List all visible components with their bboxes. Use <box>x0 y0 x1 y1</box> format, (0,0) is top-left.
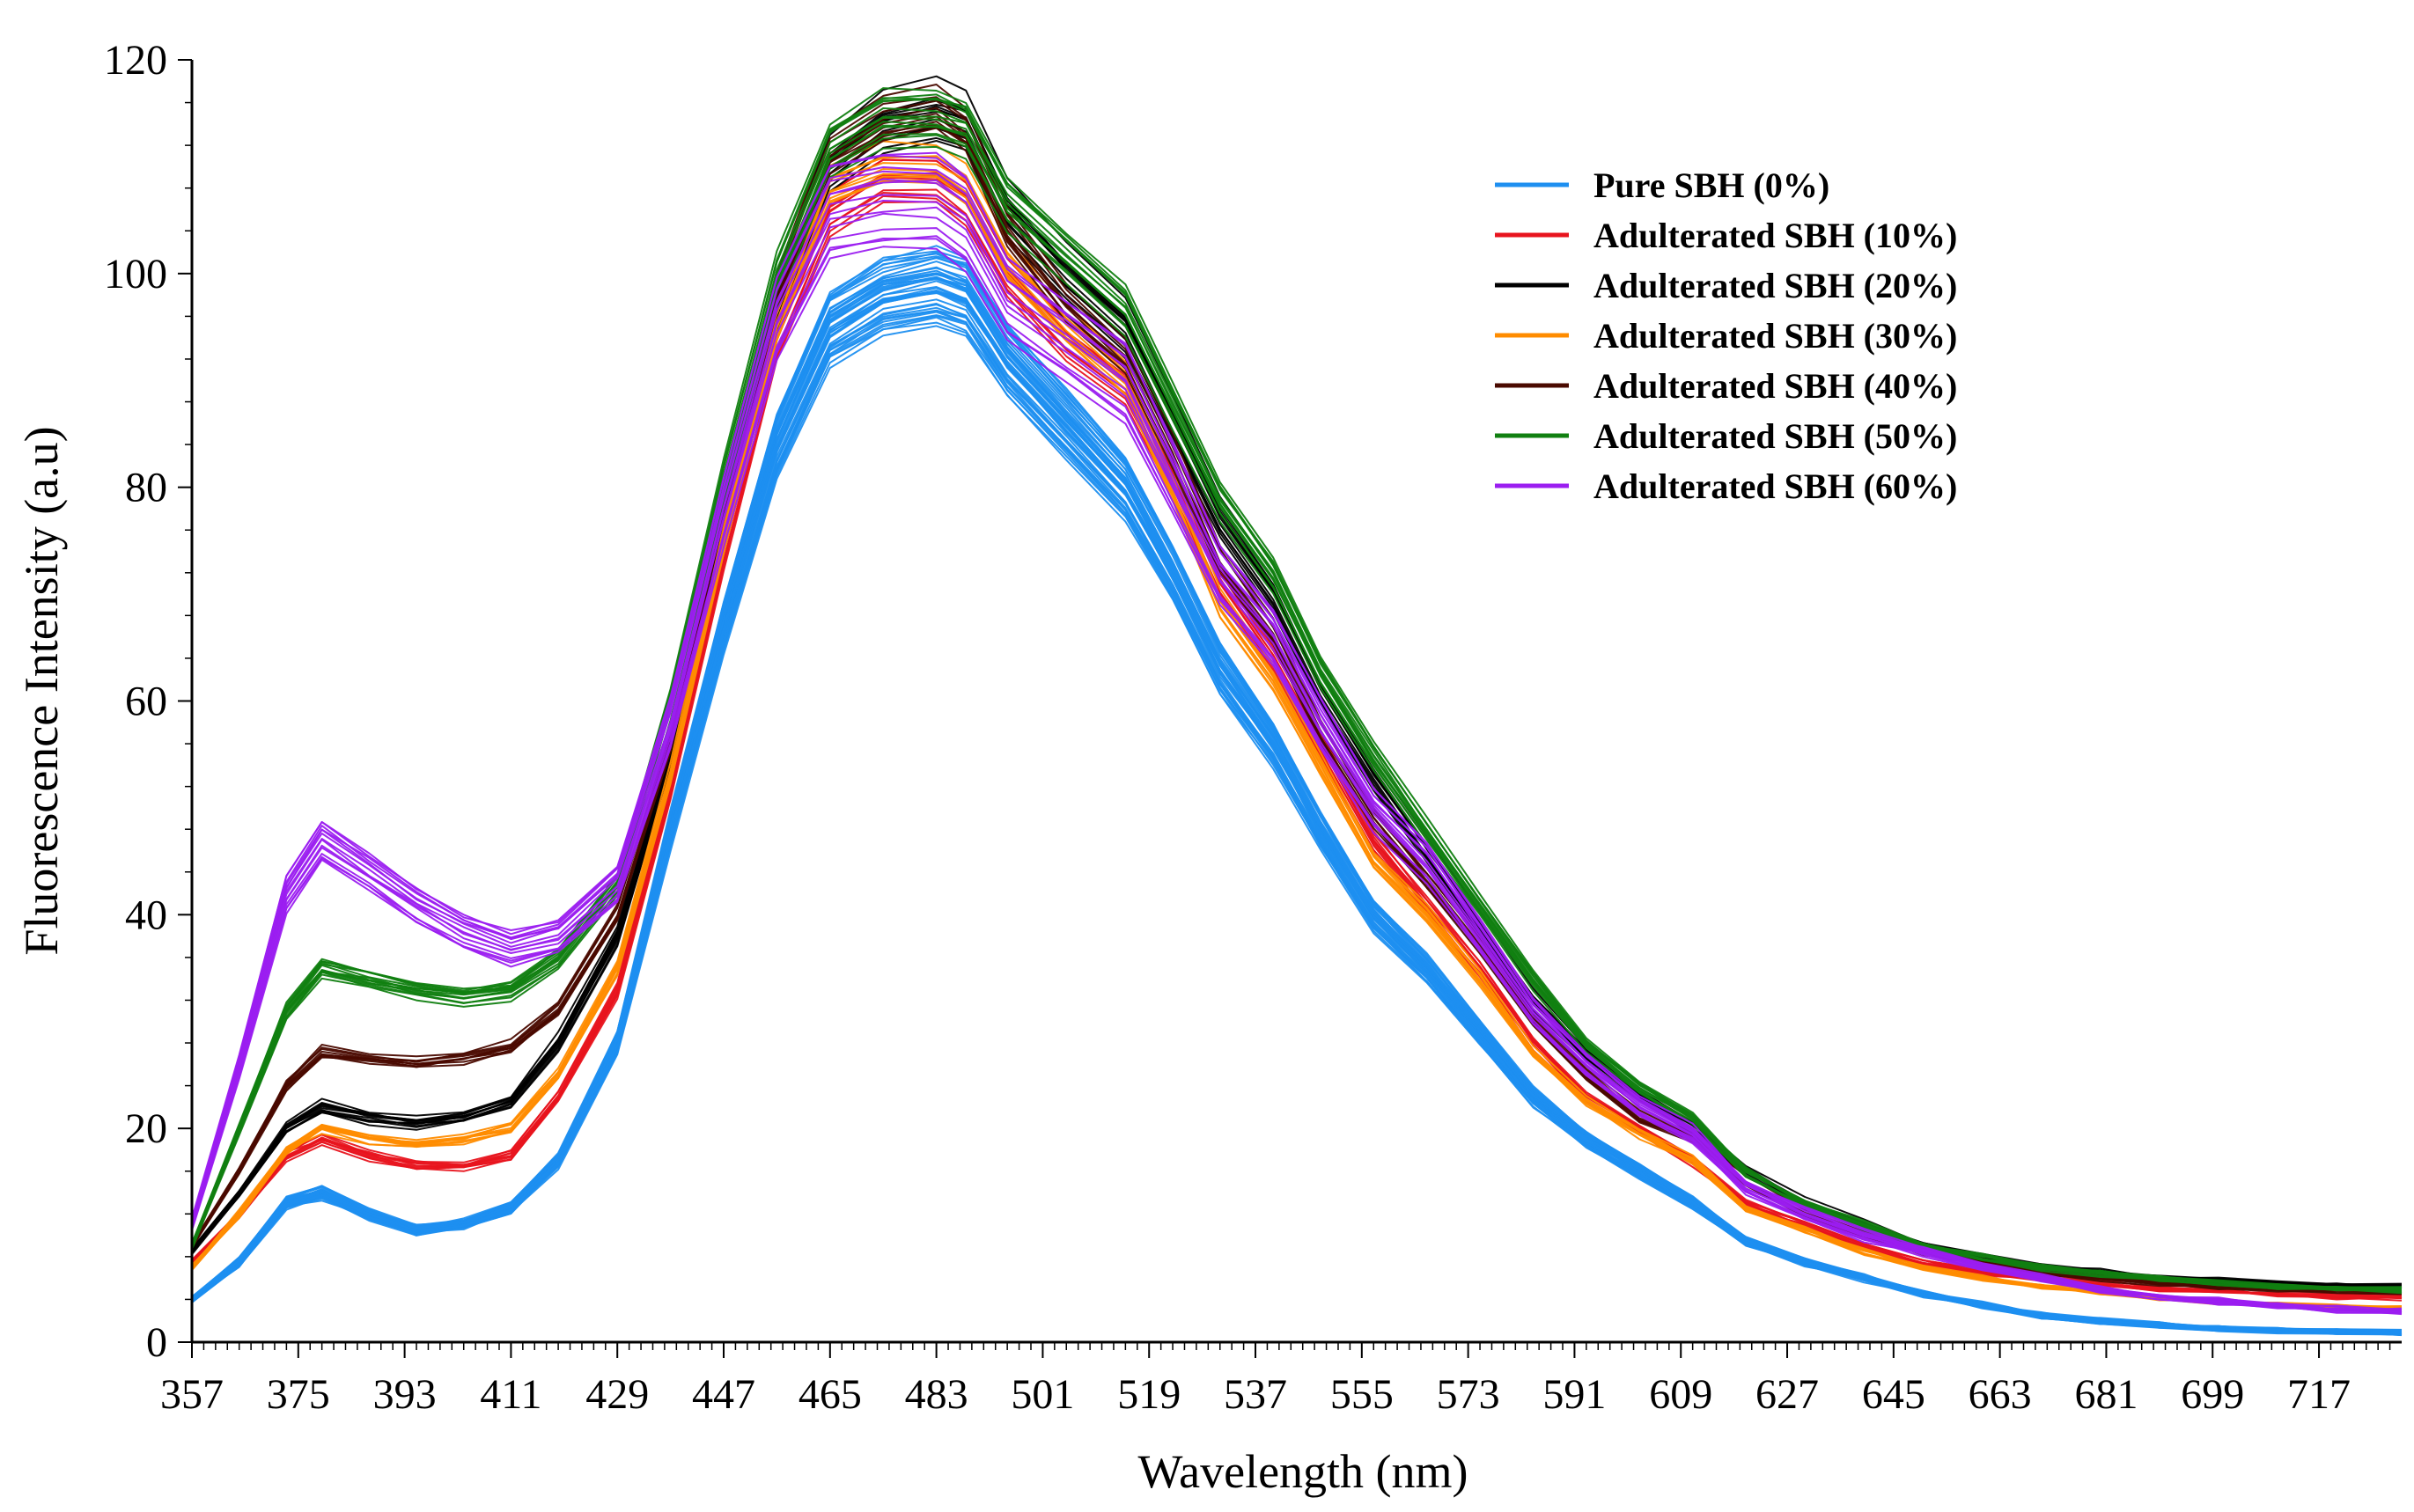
series-line <box>191 292 2403 1336</box>
x-tick-label: 447 <box>692 1371 755 1418</box>
x-tick-label: 429 <box>585 1371 649 1418</box>
y-tick-label: 0 <box>146 1319 167 1366</box>
series-line <box>191 172 2403 1300</box>
x-tick-label: 537 <box>1224 1371 1287 1418</box>
x-tick-label: 645 <box>1862 1371 1925 1418</box>
series-line <box>191 325 2403 1335</box>
series-line <box>191 253 2403 1334</box>
series-line <box>191 188 2403 1299</box>
series-line <box>191 257 2403 1331</box>
series-line <box>191 306 2403 1333</box>
y-tick-label: 60 <box>125 679 167 725</box>
legend-label: Adulterated SBH (30%) <box>1593 316 1957 356</box>
x-tick-label: 717 <box>2287 1371 2351 1418</box>
series-line <box>191 311 2403 1337</box>
series-line <box>191 316 2403 1335</box>
legend-label: Adulterated SBH (50%) <box>1593 416 1957 456</box>
series-line <box>191 151 2403 1313</box>
series-line <box>191 321 2403 1332</box>
x-tick-label: 393 <box>373 1371 437 1418</box>
series-line <box>191 175 2403 1310</box>
x-tick-label: 501 <box>1011 1371 1074 1418</box>
series-line <box>191 87 2403 1289</box>
series-5 <box>191 87 2403 1295</box>
legend-label: Adulterated SBH (10%) <box>1593 216 1957 255</box>
series-line <box>191 175 2402 1298</box>
series-line <box>191 310 2403 1335</box>
x-tick-label: 483 <box>905 1371 968 1418</box>
series-line <box>191 309 2403 1336</box>
series-line <box>191 291 2403 1332</box>
series-6 <box>191 151 2403 1316</box>
series-line <box>191 192 2403 1300</box>
y-tick-label: 100 <box>104 251 167 297</box>
x-tick-label: 609 <box>1649 1371 1712 1418</box>
series-line <box>191 304 2403 1334</box>
legend-label: Pure SBH (0%) <box>1593 165 1829 205</box>
series-line <box>191 290 2403 1332</box>
legend: Pure SBH (0%) Adulterated SBH (10%) Adulte… <box>1495 165 1957 506</box>
series-line <box>191 172 2403 1300</box>
series-layer <box>191 75 2403 1337</box>
x-tick-label: 519 <box>1117 1371 1181 1418</box>
y-tick-label: 40 <box>125 892 167 938</box>
series-line <box>191 290 2403 1334</box>
legend-label: Adulterated SBH (60%) <box>1593 466 1957 506</box>
series-0 <box>191 245 2403 1337</box>
series-line <box>191 314 2403 1333</box>
plot-area: 357 375 393 411 429 447 465 483 501 519 537 555 573 5… <box>104 37 2403 1418</box>
x-tick-label: 699 <box>2181 1371 2244 1418</box>
series-line <box>191 212 2403 1314</box>
x-tick-label: 627 <box>1755 1371 1819 1418</box>
series-line <box>191 315 2403 1333</box>
series-line <box>191 290 2403 1335</box>
series-line <box>191 298 2403 1332</box>
series-line <box>191 250 2403 1336</box>
series-line <box>191 116 2403 1293</box>
y-tick-label: 120 <box>104 37 167 84</box>
series-line <box>191 176 2403 1297</box>
series-line <box>191 97 2403 1290</box>
x-tick-label: 591 <box>1542 1371 1606 1418</box>
legend-label: Adulterated SBH (40%) <box>1593 366 1957 406</box>
x-tick-label: 555 <box>1330 1371 1394 1418</box>
x-tick-label: 357 <box>160 1371 224 1418</box>
ticks: 357 375 393 411 429 447 465 483 501 519 537 555 573 5… <box>104 37 2391 1418</box>
series-line <box>191 140 2403 1311</box>
series-line <box>191 303 2403 1336</box>
series-line <box>191 255 2403 1334</box>
x-tick-label: 681 <box>2074 1371 2138 1418</box>
x-tick-label: 375 <box>267 1371 330 1418</box>
x-tick-label: 465 <box>799 1371 862 1418</box>
y-axis-title: Fluorescence Intensity (a.u) <box>15 426 68 955</box>
x-tick-label: 663 <box>1969 1371 2032 1418</box>
x-axis-title: Wavelength (nm) <box>1137 1445 1468 1498</box>
x-tick-label: 411 <box>480 1371 541 1418</box>
series-line <box>191 278 2403 1336</box>
y-tick-label: 80 <box>125 465 167 511</box>
y-tick-label: 20 <box>125 1105 167 1152</box>
legend-label: Adulterated SBH (20%) <box>1593 266 1957 305</box>
x-tick-label: 573 <box>1437 1371 1500 1418</box>
